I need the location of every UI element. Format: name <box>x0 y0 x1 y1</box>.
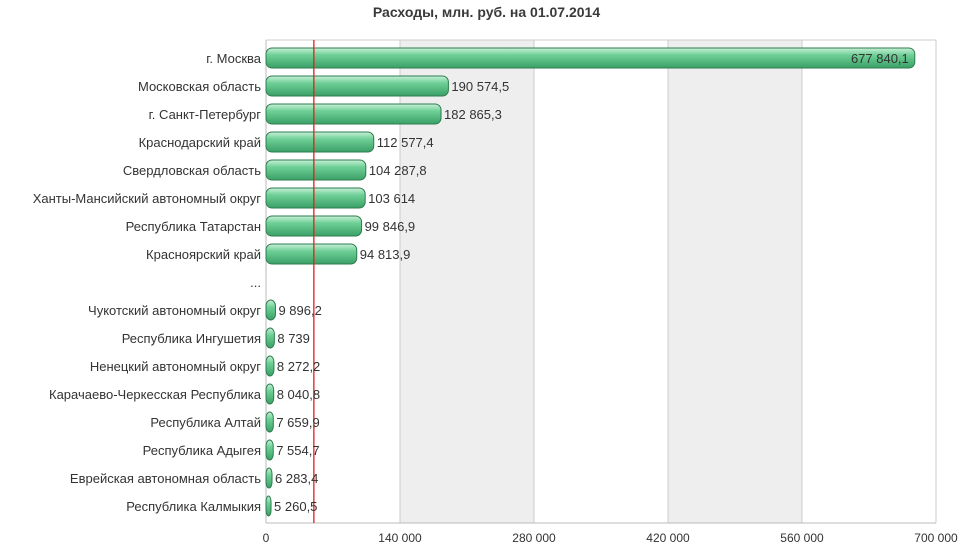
value-label: 112 577,4 <box>377 135 434 150</box>
category-label: г. Санкт-Петербург <box>149 107 262 122</box>
value-label: 7 554,7 <box>276 443 319 458</box>
bar <box>265 103 442 125</box>
value-label: 677 840,1 <box>851 51 909 66</box>
value-label: 8 040,8 <box>277 387 320 402</box>
value-label: 103 614 <box>368 191 415 206</box>
value-label: 190 574,5 <box>451 79 509 94</box>
bar <box>265 383 275 405</box>
x-tick-label: 140 000 <box>378 531 422 545</box>
bar <box>265 131 375 153</box>
value-label: 104 287,8 <box>369 163 427 178</box>
bar <box>265 467 273 489</box>
value-label: 6 283,4 <box>275 471 318 486</box>
bar <box>265 355 275 377</box>
bars-group <box>265 47 916 517</box>
category-label: Чукотский автономный округ <box>88 303 261 318</box>
category-label: Еврейская автономная область <box>70 471 261 486</box>
category-label: Карачаево-Черкесская Республика <box>49 387 262 402</box>
category-label: Республика Ингушетия <box>122 331 261 346</box>
value-label: 7 659,9 <box>276 415 319 430</box>
bar <box>265 159 367 181</box>
category-label: г. Москва <box>206 51 262 66</box>
bar <box>265 243 358 265</box>
bar <box>265 411 274 433</box>
grid-band <box>802 40 936 523</box>
value-label: 8 739 <box>277 331 310 346</box>
bar <box>265 327 275 349</box>
category-label: Республика Калмыкия <box>126 499 261 514</box>
category-label: Республика Алтай <box>150 415 261 430</box>
x-tick-label: 420 000 <box>646 531 690 545</box>
value-label: 94 813,9 <box>360 247 411 262</box>
value-label: 5 260,5 <box>274 499 317 514</box>
bar <box>265 187 366 209</box>
grid-band <box>534 40 668 523</box>
category-label: Краснодарский край <box>139 135 261 150</box>
category-label: Ненецкий автономный округ <box>90 359 261 374</box>
category-label: Московская область <box>138 79 261 94</box>
category-labels: г. Москва Московская область г. Санкт-Пете… <box>33 51 262 514</box>
bar <box>265 299 276 321</box>
value-label: 99 846,9 <box>365 219 416 234</box>
grid-bands <box>266 40 936 523</box>
bar <box>265 47 916 69</box>
x-tick-label: 700 000 <box>914 531 958 545</box>
category-label: Красноярский край <box>146 247 261 262</box>
plot-frame <box>265 39 937 524</box>
category-label: ... <box>250 275 261 290</box>
value-label: 182 865,3 <box>444 107 502 122</box>
bar <box>265 439 274 461</box>
x-tick-label: 560 000 <box>780 531 824 545</box>
x-tick-label: 280 000 <box>512 531 556 545</box>
category-label: Ханты-Мансийский автономный округ <box>33 191 262 206</box>
grid-band <box>668 40 802 523</box>
bar <box>265 495 272 517</box>
value-label: 8 272,2 <box>277 359 320 374</box>
category-label: Республика Адыгея <box>143 443 261 458</box>
chart-title: Расходы, млн. руб. на 01.07.2014 <box>372 4 601 20</box>
value-label: 9 896,2 <box>278 303 321 318</box>
bar <box>265 75 449 97</box>
x-tick-label: 0 <box>263 531 270 545</box>
value-labels: 677 840,1 190 574,5 182 865,3 112 577,4 104 … <box>274 51 909 514</box>
x-tick-labels: 0 140 000 280 000 420 000 560 000 700 000 <box>263 531 958 545</box>
category-label: Свердловская область <box>123 163 261 178</box>
category-label: Республика Татарстан <box>126 219 261 234</box>
